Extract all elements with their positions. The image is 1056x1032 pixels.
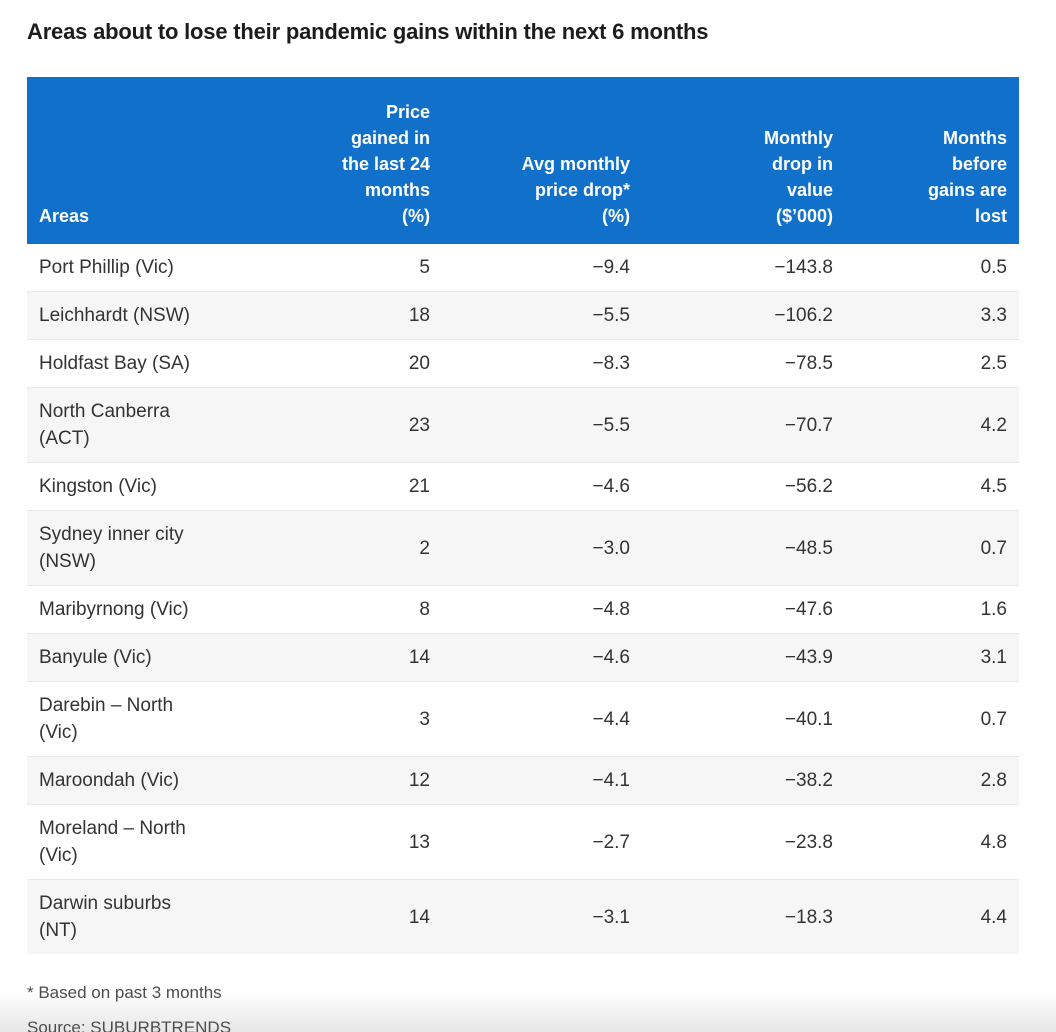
cell-avg-monthly-drop-pct: −4.1 [592,770,630,791]
header-row: Areas Price gained in the last 24 months… [27,77,1019,244]
cell-area: Port Phillip (Vic) [39,257,174,278]
cell-area: Moreland – North (Vic) [39,818,186,866]
cell-months-before-lost: 3.3 [980,305,1007,326]
cell-months-before-lost: 0.5 [980,257,1007,278]
cell-price-gained-pct: 14 [408,906,430,928]
cell-months-before-lost: 2.8 [980,770,1007,791]
cell-monthly-drop-value: −106.2 [774,305,833,326]
cell-price-gained-pct: 18 [408,305,430,326]
cell-area: Maribyrnong (Vic) [39,599,189,620]
cell-price-gained-pct: 8 [419,599,430,620]
cell-area: North Canberra (ACT) [39,401,170,449]
table-row: Banyule (Vic) 14 −4.6 −43.9 3.1 [27,633,1019,682]
table-row: Maribyrnong (Vic) 8 −4.8 −47.6 1.6 [27,585,1019,634]
cell-avg-monthly-drop-pct: −4.4 [592,708,630,730]
table-row: Sydney inner city (NSW) 2 −3.0 −48.5 0.7 [27,510,1019,586]
column-header-monthly-drop-value: Monthly drop in value ($’000) [642,77,845,244]
table-row: Port Phillip (Vic) 5 −9.4 −143.8 0.5 [27,244,1019,292]
cell-area: Darwin suburbs (NT) [39,893,171,941]
cell-monthly-drop-value: −47.6 [784,599,833,620]
table-row: Leichhardt (NSW) 18 −5.5 −106.2 3.3 [27,291,1019,340]
cell-monthly-drop-value: −78.5 [784,353,833,374]
cell-months-before-lost: 0.7 [980,708,1007,730]
cell-area: Leichhardt (NSW) [39,305,190,326]
column-header-areas: Areas [27,77,325,244]
column-header-months-before-lost: Months before gains are lost [845,77,1019,244]
cell-price-gained-pct: 14 [408,647,430,668]
cell-price-gained-pct: 13 [408,831,430,853]
cell-area: Sydney inner city (NSW) [39,524,184,572]
cell-avg-monthly-drop-pct: −3.1 [592,906,630,928]
table-row: Kingston (Vic) 21 −4.6 −56.2 4.5 [27,462,1019,511]
cell-price-gained-pct: 12 [408,770,430,791]
cell-monthly-drop-value: −43.9 [784,647,833,668]
table-header: Areas Price gained in the last 24 months… [27,77,1019,244]
cell-area: Banyule (Vic) [39,647,152,668]
cell-avg-monthly-drop-pct: −4.6 [592,647,630,668]
cell-months-before-lost: 4.8 [980,831,1007,853]
table-row: North Canberra (ACT) 23 −5.5 −70.7 4.2 [27,387,1019,463]
cell-avg-monthly-drop-pct: −4.8 [592,599,630,620]
page-title: Areas about to lose their pandemic gains… [27,19,709,44]
cell-monthly-drop-value: −18.3 [784,906,833,928]
cell-monthly-drop-value: −38.2 [784,770,833,791]
cell-months-before-lost: 1.6 [980,599,1007,620]
cell-months-before-lost: 3.1 [980,647,1007,668]
cell-avg-monthly-drop-pct: −9.4 [592,257,630,278]
pandemic-gains-table: Areas Price gained in the last 24 months… [27,77,1019,954]
table-row: Darebin – North (Vic) 3 −4.4 −40.1 0.7 [27,681,1019,757]
cell-area: Kingston (Vic) [39,476,157,497]
table-row: Maroondah (Vic) 12 −4.1 −38.2 2.8 [27,756,1019,805]
cell-avg-monthly-drop-pct: −4.6 [592,476,630,497]
cell-price-gained-pct: 5 [419,257,430,278]
cell-price-gained-pct: 20 [408,353,430,374]
table-body: Port Phillip (Vic) 5 −9.4 −143.8 0.5 Lei… [27,244,1019,954]
column-header-avg-monthly-drop: Avg monthly price drop* (%) [442,77,642,244]
cell-avg-monthly-drop-pct: −5.5 [592,305,630,326]
cell-months-before-lost: 2.5 [980,353,1007,374]
cell-price-gained-pct: 3 [419,708,430,730]
cell-monthly-drop-value: −40.1 [784,708,833,730]
cell-avg-monthly-drop-pct: −5.5 [592,414,630,436]
cell-area: Holdfast Bay (SA) [39,353,190,374]
table-row: Holdfast Bay (SA) 20 −8.3 −78.5 2.5 [27,339,1019,388]
cell-monthly-drop-value: −23.8 [784,831,833,853]
table-row: Moreland – North (Vic) 13 −2.7 −23.8 4.8 [27,804,1019,880]
cell-avg-monthly-drop-pct: −3.0 [592,537,630,559]
cell-price-gained-pct: 23 [408,414,430,436]
source-attribution: Source: SUBURBTRENDS [27,1018,232,1032]
cell-price-gained-pct: 2 [419,537,430,559]
cell-monthly-drop-value: −70.7 [784,414,833,436]
cell-monthly-drop-value: −143.8 [774,257,833,278]
column-header-price-gained: Price gained in the last 24 months (%) [325,77,442,244]
cell-area: Maroondah (Vic) [39,770,180,791]
cell-monthly-drop-value: −56.2 [784,476,833,497]
cell-avg-monthly-drop-pct: −8.3 [592,353,630,374]
table-row: Darwin suburbs (NT) 14 −3.1 −18.3 4.4 [27,879,1019,954]
cell-months-before-lost: 4.4 [980,906,1007,928]
cell-months-before-lost: 0.7 [980,537,1007,559]
cell-monthly-drop-value: −48.5 [784,537,833,559]
cell-months-before-lost: 4.2 [980,414,1007,436]
cell-avg-monthly-drop-pct: −2.7 [592,831,630,853]
cell-area: Darebin – North (Vic) [39,695,174,743]
cell-price-gained-pct: 21 [408,476,430,497]
cell-months-before-lost: 4.5 [980,476,1007,497]
footnote: * Based on past 3 months [27,983,222,1002]
